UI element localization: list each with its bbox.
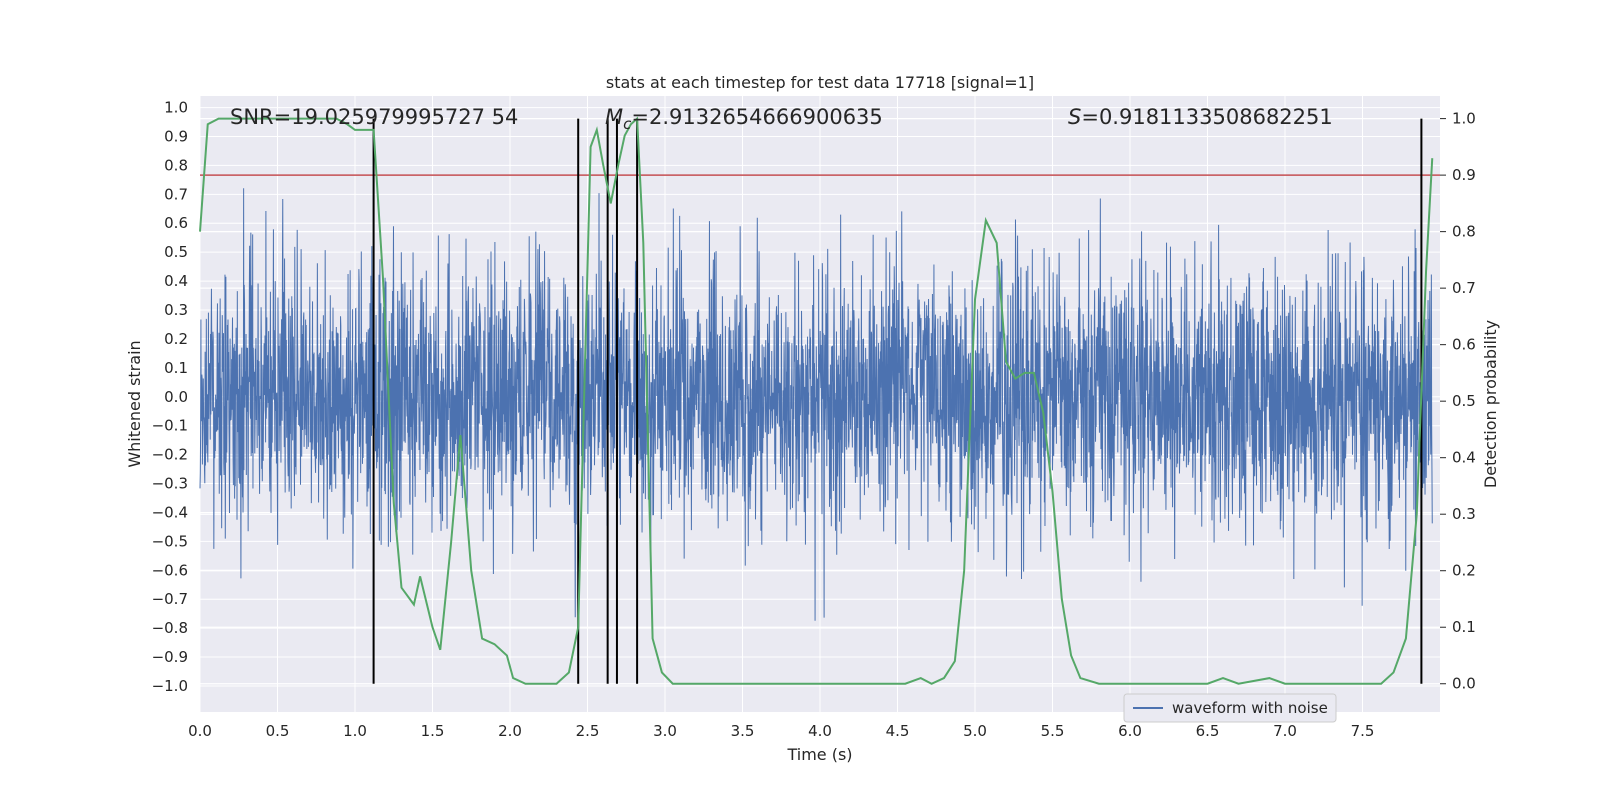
x-axis-ticks: 0.0 0.5 1.0 1.5 2.0 2.5 3.0 3.5 4.0 4.5 5.0 5.5 6.0 6… xyxy=(188,722,1374,740)
x-tick-label: 2.5 xyxy=(576,722,600,740)
right-y-tick-label: 0.6 xyxy=(1452,336,1476,354)
left-y-tick-label: 0.5 xyxy=(164,243,188,261)
left-y-tick-label: 0.9 xyxy=(164,127,188,145)
left-y-tick-label: 0.6 xyxy=(164,214,188,232)
left-y-tick-label: −0.2 xyxy=(152,446,188,464)
snr-annotation: SNR=19.025979995727 54 xyxy=(230,105,518,129)
right-y-tick-label: 0.2 xyxy=(1452,562,1476,580)
right-y-tick-label: 0.9 xyxy=(1452,166,1476,184)
x-tick-label: 1.0 xyxy=(343,722,367,740)
left-y-tick-label: −0.7 xyxy=(152,590,188,608)
s-annotation: S=0.9181133508682251 xyxy=(1068,105,1333,129)
left-y-tick-label: 0.2 xyxy=(164,330,188,348)
left-y-tick-label: −0.6 xyxy=(152,561,188,579)
left-y-tick-label: −0.8 xyxy=(152,619,188,637)
x-tick-label: 0.5 xyxy=(266,722,290,740)
x-tick-label: 4.5 xyxy=(886,722,910,740)
right-y-tick-label: 1.0 xyxy=(1452,110,1476,128)
legend-box xyxy=(1123,693,1337,723)
left-y-tick-label: 0.8 xyxy=(164,156,188,174)
probability-series xyxy=(199,116,1434,685)
left-y-tick-label: 0.4 xyxy=(164,272,188,290)
left-y-tick-label: 0.0 xyxy=(164,388,188,406)
waveform-series xyxy=(199,188,1433,621)
x-tick-label: 4.0 xyxy=(808,722,832,740)
chirp-mass-annotation: Mc=2.9132654666900635 xyxy=(605,105,883,133)
left-y-tick-label: −0.1 xyxy=(152,417,188,435)
x-tick-label: 5.0 xyxy=(963,722,987,740)
legend: waveform with noise xyxy=(1123,693,1337,723)
left-y-tick-label: −0.5 xyxy=(152,532,188,550)
left-y-tick-label: 0.7 xyxy=(164,185,188,203)
left-y-axis-label: Whitened strain xyxy=(125,340,144,467)
right-y-tick-label: 0.3 xyxy=(1452,505,1476,523)
x-tick-label: 7.0 xyxy=(1273,722,1297,740)
legend-entry: waveform with noise xyxy=(1172,699,1328,717)
x-tick-label: 1.5 xyxy=(421,722,445,740)
x-tick-label: 3.5 xyxy=(731,722,755,740)
x-tick-label: 5.5 xyxy=(1041,722,1065,740)
x-tick-label: 6.5 xyxy=(1196,722,1220,740)
right-y-tick-label: 0.4 xyxy=(1452,449,1476,467)
left-y-tick-label: 0.3 xyxy=(164,301,188,319)
x-axis-label: Time (s) xyxy=(786,745,852,764)
left-y-tick-label: −0.9 xyxy=(152,648,188,666)
x-tick-label: 6.0 xyxy=(1118,722,1142,740)
left-y-tick-label: 1.0 xyxy=(164,99,188,117)
right-y-tick-label: 0.5 xyxy=(1452,392,1476,410)
left-y-tick-label: 0.1 xyxy=(164,359,188,377)
right-y-tick-label: 0.8 xyxy=(1452,223,1476,241)
right-y-tick-label: 0.1 xyxy=(1452,618,1476,636)
vertical-markers xyxy=(372,118,1423,684)
right-y-tick-label: 0.7 xyxy=(1452,279,1476,297)
x-tick-label: 7.5 xyxy=(1351,722,1375,740)
right-y-axis-ticks: 1.0 0.9 0.8 0.7 0.6 0.5 0.4 0.3 0.2 0.1 0.0 xyxy=(1440,110,1476,693)
right-y-tick-label: 0.0 xyxy=(1452,675,1476,693)
chart-title: stats at each timestep for test data 177… xyxy=(606,73,1034,92)
x-tick-label: 0.0 xyxy=(188,722,212,740)
left-y-tick-label: −1.0 xyxy=(152,677,188,695)
left-y-axis-ticks: 1.0 0.9 0.8 0.7 0.6 0.5 0.4 0.3 0.2 0.1 0.0 −0.1 −0.… xyxy=(152,99,188,695)
left-y-tick-label: −0.4 xyxy=(152,503,188,521)
x-tick-label: 2.0 xyxy=(498,722,522,740)
waveform-line xyxy=(199,188,1433,621)
left-y-tick-label: −0.3 xyxy=(152,475,188,493)
right-y-axis-label: Detection probability xyxy=(1481,320,1500,488)
x-tick-label: 3.0 xyxy=(653,722,677,740)
